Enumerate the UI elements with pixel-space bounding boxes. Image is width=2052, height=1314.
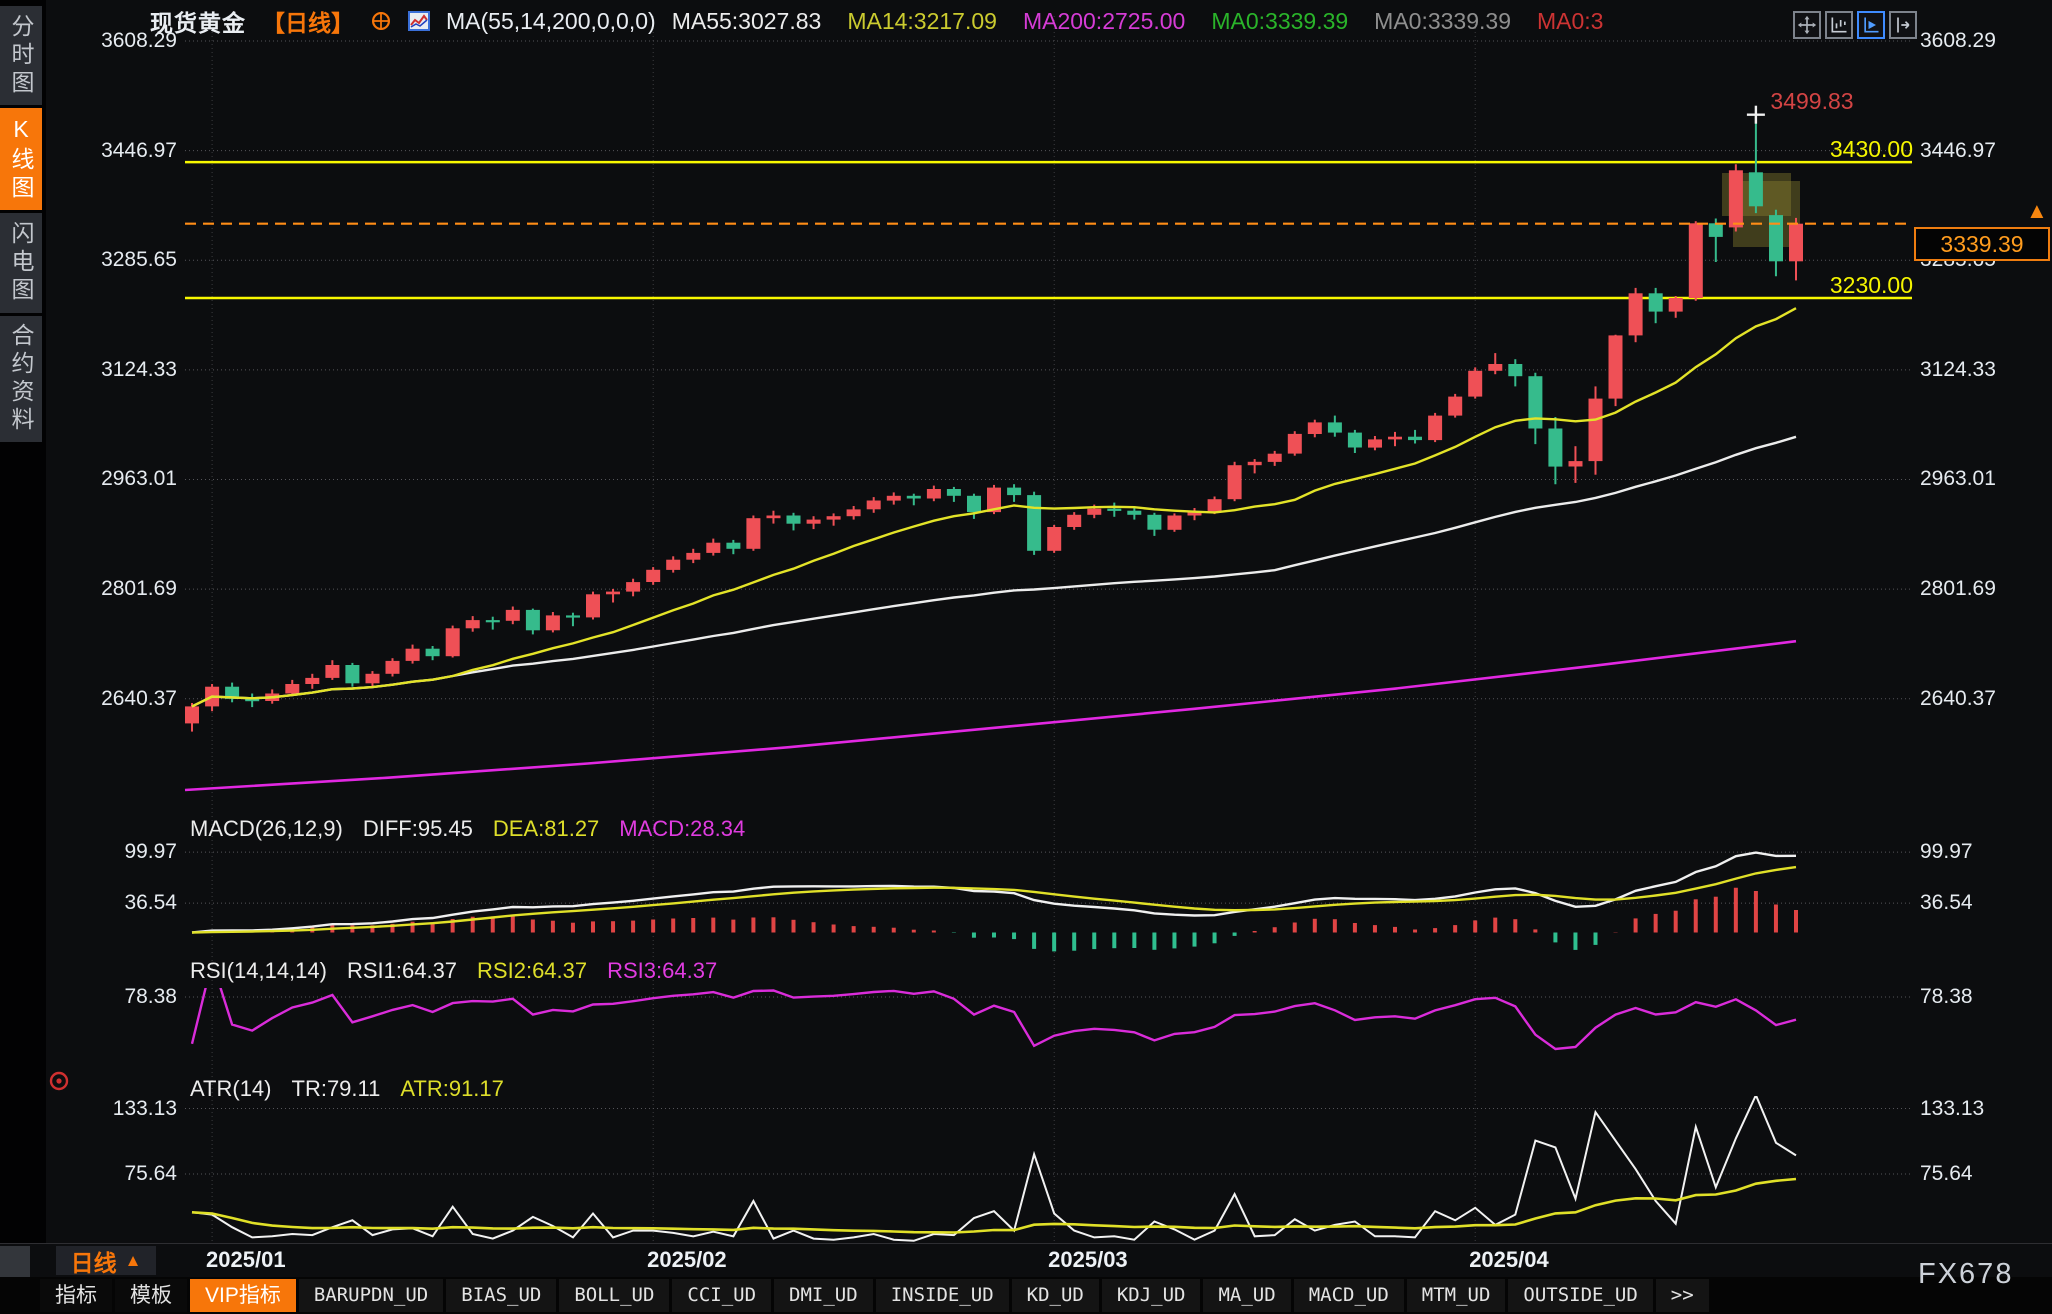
fx678-watermark: FX678 <box>1918 1258 2014 1290</box>
price-tick-left-5: 2801.69 <box>101 577 177 601</box>
symbol-title: 现货黄金 <box>150 10 246 36</box>
price-tick-right-1: 3446.97 <box>1920 138 1996 162</box>
toolbar-tab-KDJ_UD[interactable]: KDJ_UD <box>1101 1279 1201 1312</box>
month-label-2025/01: 2025/01 <box>206 1247 286 1272</box>
rsi-tick-right-0: 78.38 <box>1920 985 1973 1008</box>
high-price-label: 3499.83 <box>1770 88 1854 114</box>
ma-value-3: MA200:2725.00 <box>1022 7 1186 34</box>
toolbar-tab-DMI_UD[interactable]: DMI_UD <box>774 1279 873 1312</box>
ma-value-1: MA55:3027.83 <box>671 7 822 34</box>
period-tab-label: 日线 <box>70 1249 117 1276</box>
macd-row-seg-1: DIFF:95.45 <box>362 816 473 841</box>
ma-values-group: MA55:3027.83 MA14:3217.09 MA200:2725.00 MA0… <box>672 8 1604 35</box>
macd-tick-right-1: 36.54 <box>1920 891 1973 915</box>
toolbar-tab-BIAS_UD[interactable]: BIAS_UD <box>446 1279 557 1312</box>
rsi-row-seg-0: RSI(14,14,14) <box>190 958 327 983</box>
macd-row-seg-2: DEA:81.27 <box>492 816 600 841</box>
toolbar-tab-CCI_UD[interactable]: CCI_UD <box>672 1279 772 1312</box>
chart-header: 现货黄金 【日线】 MA(55,14,200,0,0,0) MA55:3027.… <box>150 6 1604 37</box>
high-cross-marker <box>1746 105 1765 124</box>
atr-row-seg-1: TR:79.11 <box>291 1076 381 1101</box>
ma-value-5: MA0:3339.39 <box>1374 7 1511 34</box>
toolbar-tab-VIP-[interactable]: VIP指标 <box>190 1279 296 1312</box>
ma-value-4: MA0:3339.39 <box>1211 7 1349 34</box>
price-tick-left-4: 2963.01 <box>101 467 177 491</box>
macd-tick-right-0: 99.97 <box>1920 840 1973 864</box>
macd-indicator-row: MACD(26,12,9) DIFF:95.45 DEA:81.27 MACD:28.… <box>190 816 745 842</box>
toolbar-tab-BOLL_UD[interactable]: BOLL_UD <box>559 1279 670 1312</box>
atr-tick-right-1: 75.64 <box>1920 1162 1973 1186</box>
month-label-2025/04: 2025/04 <box>1469 1247 1549 1272</box>
toolbar-tab-MA_UD[interactable]: MA_UD <box>1203 1279 1291 1312</box>
period-tab-daily[interactable]: 日线 ▲ <box>56 1246 156 1276</box>
toolbar-tab-MTM_UD[interactable]: MTM_UD <box>1406 1279 1506 1312</box>
sidebar-item-1[interactable]: 分时图 <box>0 6 42 105</box>
shift-axis-icon[interactable] <box>1889 11 1917 39</box>
resistance-line-label: 3430.00 <box>1829 136 1913 162</box>
price-tick-left-1: 3446.97 <box>101 138 177 162</box>
macd-row-seg-3: MACD:28.34 <box>619 816 746 841</box>
ma-settings-label: MA(55,14,200,0,0,0) <box>446 7 656 34</box>
atr-row-seg-0: ATR(14) <box>190 1076 272 1101</box>
price-tick-left-2: 3285.65 <box>101 248 177 272</box>
macd-tick-left-1: 36.54 <box>124 891 177 915</box>
candlestick-chart[interactable] <box>0 0 2052 1244</box>
sidebar-item-4[interactable]: 合约资料 <box>0 316 42 442</box>
chart-axis-icon[interactable] <box>1825 11 1853 39</box>
ma-value-6: MA0:3 <box>1537 7 1604 34</box>
datebar-separator <box>0 1243 2052 1244</box>
atr-row-seg-2: ATR:91.17 <box>400 1076 504 1101</box>
sidebar-item-3[interactable]: 闪电图 <box>0 213 42 313</box>
toolbar-tab--[interactable]: 指标 <box>40 1279 112 1312</box>
chart-type-sidebar: 分时图 K线图 闪电图 合约资料 <box>0 0 46 1244</box>
month-label-2025/03: 2025/03 <box>1048 1247 1128 1272</box>
macd-tick-left-0: 99.97 <box>124 840 177 864</box>
price-tick-right-4: 2963.01 <box>1920 467 1996 491</box>
mini-chart-icon[interactable] <box>408 10 430 32</box>
price-tick-right-0: 3608.29 <box>1920 29 1996 52</box>
atr-tick-right-0: 133.13 <box>1920 1096 1985 1120</box>
atr-tick-left-0: 133.13 <box>112 1096 177 1120</box>
crosshair-target-icon[interactable] <box>48 1070 70 1092</box>
price-tick-right-3: 3124.33 <box>1920 357 1996 381</box>
sidebar-item-2[interactable]: K线图 <box>0 108 42 210</box>
rsi-row-seg-2: RSI2:64.37 <box>477 958 588 983</box>
atr-tick-left-1: 75.64 <box>124 1162 177 1186</box>
price-tick-right-6: 2640.37 <box>1920 686 1996 710</box>
month-label-2025/02: 2025/02 <box>647 1247 727 1272</box>
toolbar-tab-MACD_UD[interactable]: MACD_UD <box>1293 1279 1404 1312</box>
period-tab-arrow-icon: ▲ <box>124 1250 142 1270</box>
toolbar-tab-OUTSIDE_UD[interactable]: OUTSIDE_UD <box>1508 1279 1653 1312</box>
price-tick-right-5: 2801.69 <box>1920 577 1996 601</box>
ma-value-2: MA14:3217.09 <box>847 7 997 34</box>
price-tick-left-0: 3608.29 <box>101 29 177 52</box>
chart-toolbar-icons <box>1793 11 1917 39</box>
macd-row-seg-0: MACD(26,12,9) <box>190 816 343 841</box>
chart-axis-blue-icon[interactable] <box>1857 11 1885 39</box>
rsi-row-seg-1: RSI1:64.37 <box>346 958 458 983</box>
crosshair-move-icon[interactable] <box>1793 11 1821 39</box>
rsi-row-seg-3: RSI3:64.37 <box>607 958 718 983</box>
toolbar-tab-BARUPDN_UD[interactable]: BARUPDN_UD <box>298 1279 444 1312</box>
rsi-tick-left-0: 78.38 <box>124 985 177 1008</box>
price-tick-left-3: 3124.33 <box>101 357 177 381</box>
target-circle-icon[interactable] <box>370 10 392 32</box>
toolbar-tab->>[interactable]: >> <box>1655 1279 1709 1312</box>
atr-indicator-row: ATR(14) TR:79.11 ATR:91.17 <box>190 1076 504 1102</box>
indicator-toolbar: 指标 模板 VIP指标 BARUPDN_UD BIAS_UD BOLL_UD CCI_UD D… <box>0 1277 2052 1314</box>
toolbar-tab-INSIDE_UD[interactable]: INSIDE_UD <box>875 1279 1009 1312</box>
rsi-indicator-row: RSI(14,14,14) RSI1:64.37 RSI2:64.37 RSI3:64… <box>190 958 717 984</box>
last-price-tag: 3339.39 <box>1914 227 2050 261</box>
price-tick-left-6: 2640.37 <box>101 686 177 710</box>
support-line-label: 3230.00 <box>1829 272 1913 298</box>
toolbar-tab--[interactable]: 模板 <box>115 1279 187 1312</box>
price-up-arrow-icon: ▲ <box>2026 198 2048 223</box>
toolbar-tab-KD_UD[interactable]: KD_UD <box>1011 1279 1099 1312</box>
period-tag: 【日线】 <box>262 10 354 36</box>
